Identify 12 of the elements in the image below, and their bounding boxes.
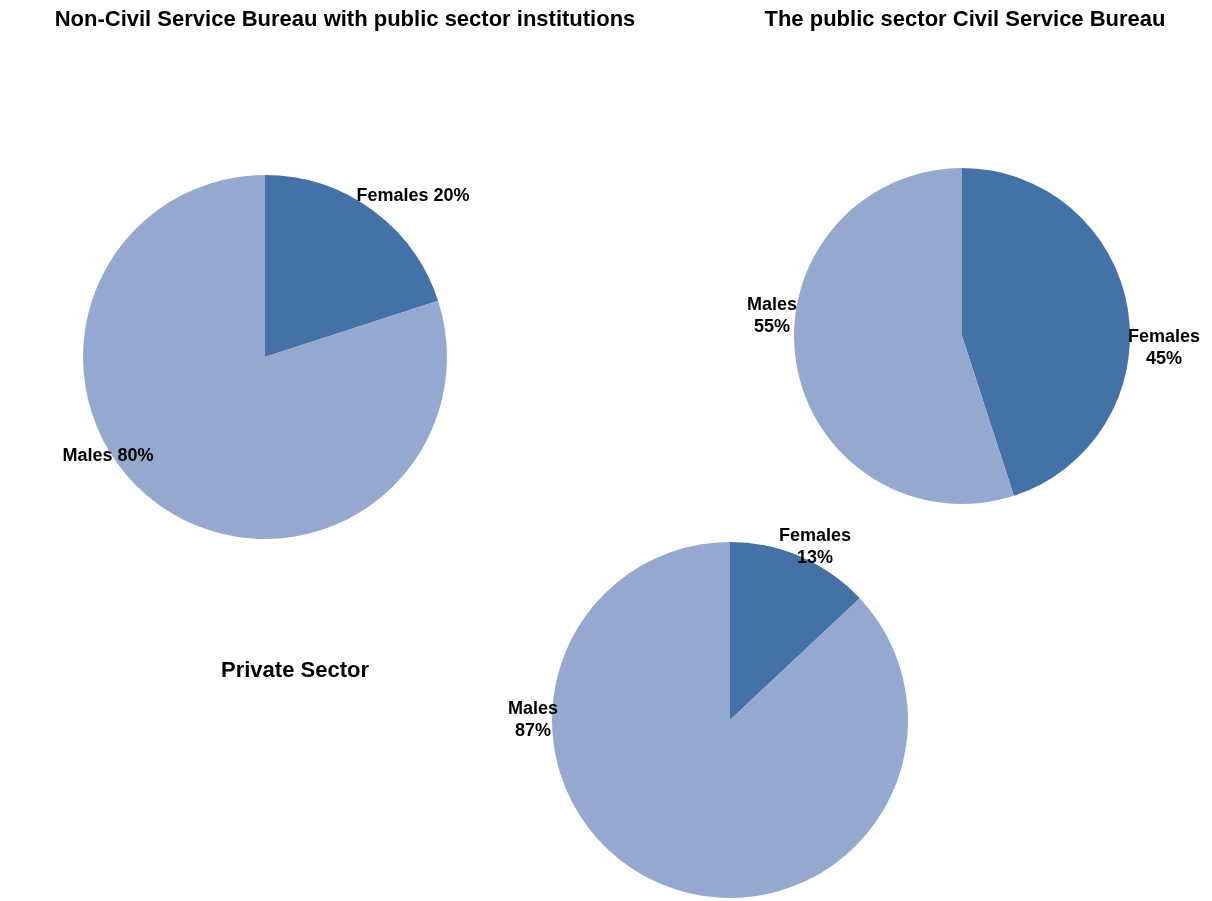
slice-label: Males	[746, 293, 798, 314]
slice-label: Males 80%	[62, 444, 154, 465]
data-label: 45%	[1145, 347, 1183, 368]
data-label: 55%	[753, 315, 791, 336]
slice-label: Males	[507, 697, 559, 718]
slice-label: Females 20%	[356, 184, 470, 205]
data-label: 87%	[514, 719, 552, 740]
chart-title: Non-Civil Service Bureau with public sector institutions	[53, 6, 637, 32]
text: Private Sector	[220, 657, 370, 683]
chart-title: The public sector Civil Service Bureau	[764, 6, 1166, 31]
slice-label: Females	[778, 524, 852, 545]
data-label: 13%	[796, 546, 834, 567]
